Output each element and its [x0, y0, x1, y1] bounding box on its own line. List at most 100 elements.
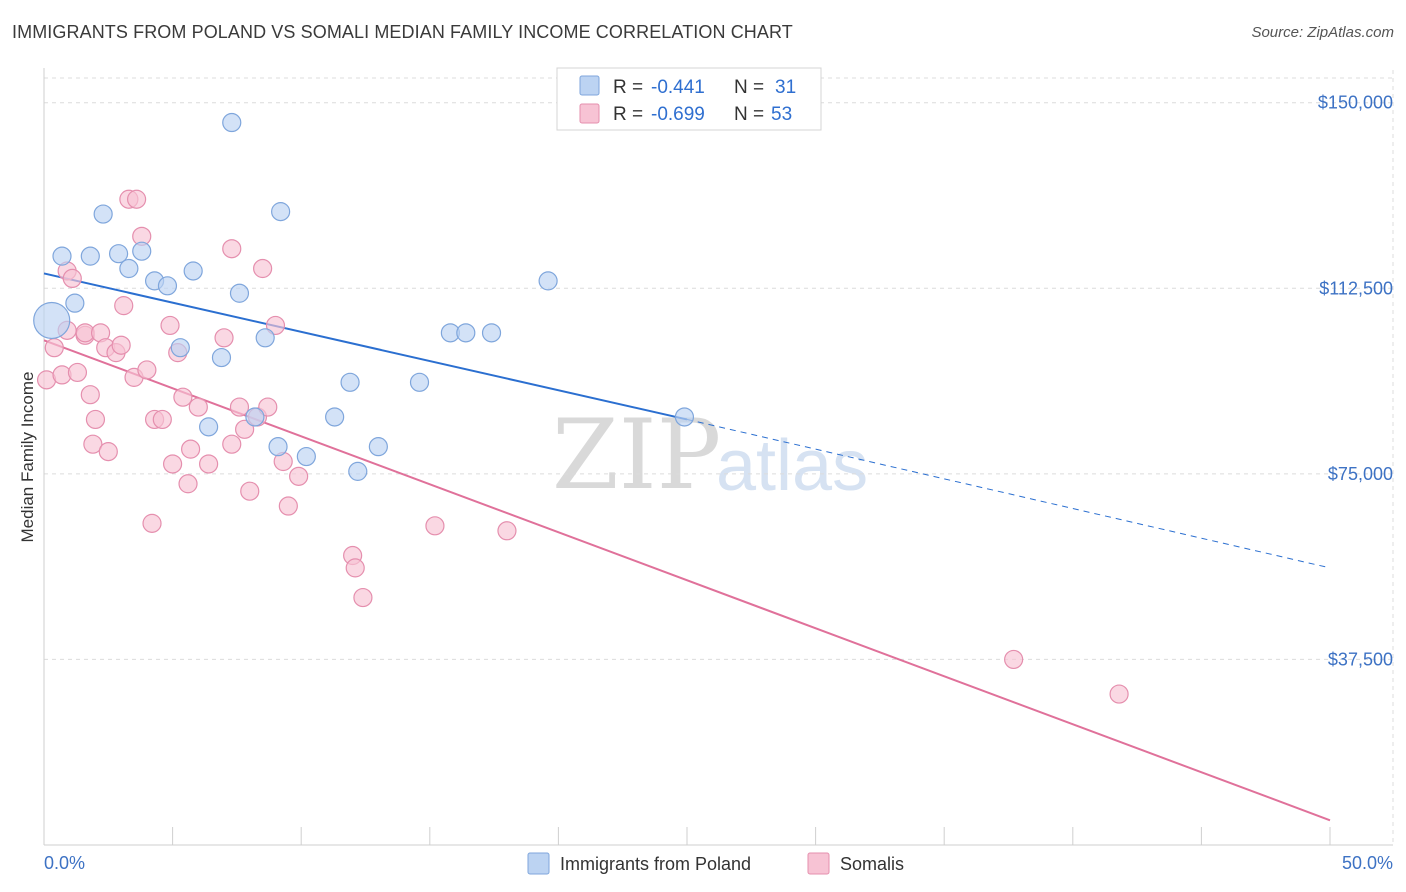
poland-trend-line — [43, 272, 688, 421]
somali-point — [188, 397, 208, 417]
y-tick-label: $75,000 — [1328, 464, 1393, 484]
somali-point — [222, 434, 242, 454]
x-tick-label: 0.0% — [44, 853, 85, 873]
poland-point — [538, 271, 558, 291]
somali-point — [111, 335, 131, 355]
legend-label-poland: Immigrants from Poland — [560, 854, 751, 874]
series-legend: Immigrants from Poland Somalis — [527, 852, 904, 875]
stats-legend: R = -0.441 N = 31 R = -0.699 N = 53 — [556, 67, 822, 131]
poland-point — [409, 372, 430, 392]
poland-point — [65, 293, 85, 313]
somali-point — [1109, 684, 1129, 704]
poland-point — [222, 112, 242, 133]
poland-r-value: -0.441 — [651, 77, 705, 98]
somali-point — [240, 481, 260, 501]
y-tick-label: $150,000 — [1318, 93, 1393, 113]
poland-point — [119, 258, 139, 279]
watermark: ZIP atlas — [552, 399, 868, 511]
somali-point — [80, 385, 100, 405]
somali-legend-swatch — [579, 103, 600, 124]
poland-point — [368, 437, 388, 457]
somali-point — [253, 258, 273, 279]
poland-point — [33, 301, 71, 340]
somali-point — [222, 239, 242, 259]
somali-point — [289, 466, 309, 486]
somali-point — [181, 439, 201, 459]
somali-point — [83, 434, 103, 454]
poland-point — [481, 323, 502, 343]
somali-point — [425, 516, 445, 536]
watermark-atlas: atlas — [716, 426, 868, 506]
poland-r-label: R = — [613, 77, 643, 98]
poland-point — [211, 347, 232, 368]
poland-point — [456, 323, 476, 343]
somali-point — [235, 419, 255, 439]
trend-lines — [43, 272, 1331, 822]
y-axis-label: Median Family Income — [18, 371, 37, 542]
somali-point — [137, 360, 157, 380]
somali-point — [278, 496, 298, 516]
somali-r-label: R = — [613, 104, 643, 125]
somali-point — [142, 513, 162, 533]
poland-point — [229, 283, 250, 303]
somali-point — [160, 315, 180, 336]
y-tick-label: $37,500 — [1328, 649, 1393, 669]
poland-point — [93, 204, 113, 224]
legend-swatch-poland — [527, 852, 550, 875]
poland-point — [108, 244, 129, 264]
legend-label-somali: Somalis — [840, 854, 904, 874]
somali-point — [353, 587, 373, 608]
poland-legend-swatch — [579, 75, 600, 96]
poland-point — [132, 241, 152, 261]
somali-point — [173, 387, 193, 407]
x-tick-label: 50.0% — [1342, 853, 1393, 873]
y-tick-label: $112,500 — [1319, 278, 1393, 298]
somali-point — [1004, 649, 1024, 670]
somali-point — [85, 409, 106, 430]
poland-point — [271, 202, 291, 222]
poland-n-label: N = — [734, 77, 764, 98]
somali-point — [199, 454, 219, 474]
x-tick-labels: 0.0% 50.0% — [44, 853, 1393, 873]
poland-point — [348, 461, 368, 481]
somali-point — [126, 189, 147, 209]
somali-r-value: -0.699 — [651, 104, 705, 125]
watermark-zip: ZIP — [552, 399, 721, 511]
somali-point — [497, 521, 517, 541]
poland-point — [170, 338, 190, 358]
somali-point — [152, 409, 172, 430]
somali-point — [214, 328, 234, 348]
chart-title: IMMIGRANTS FROM POLAND VS SOMALI MEDIAN … — [12, 22, 793, 42]
somali-point — [62, 268, 82, 289]
poland-point — [268, 437, 288, 457]
poland-point — [199, 417, 219, 437]
poland-point — [157, 276, 178, 296]
somali-point — [44, 338, 64, 358]
stats-legend-box — [556, 67, 822, 131]
somali-n-value: 53 — [771, 104, 792, 125]
legend-swatch-somali — [807, 852, 830, 875]
chart-source: Source: ZipAtlas.com — [1251, 24, 1394, 41]
y-tick-labels: $37,500 $75,000 $112,500 $150,000 — [1318, 93, 1393, 670]
axes — [43, 68, 1393, 846]
poland-point — [674, 407, 695, 427]
somali-n-label: N = — [734, 104, 764, 125]
poland-point — [255, 328, 275, 348]
somali-point — [258, 397, 278, 417]
somali-point — [178, 474, 198, 494]
poland-point — [325, 407, 345, 427]
somali-point — [67, 362, 88, 383]
poland-point — [80, 246, 100, 266]
somali-point — [114, 296, 134, 316]
somali-point — [345, 558, 365, 578]
poland-point — [183, 261, 203, 281]
somali-point — [265, 315, 286, 336]
somali-point — [229, 397, 250, 417]
poland-point — [52, 246, 72, 266]
data-points — [33, 112, 1129, 704]
poland-point — [296, 446, 316, 467]
poland-point — [340, 372, 360, 392]
somali-point — [163, 454, 183, 474]
poland-point — [245, 407, 265, 427]
